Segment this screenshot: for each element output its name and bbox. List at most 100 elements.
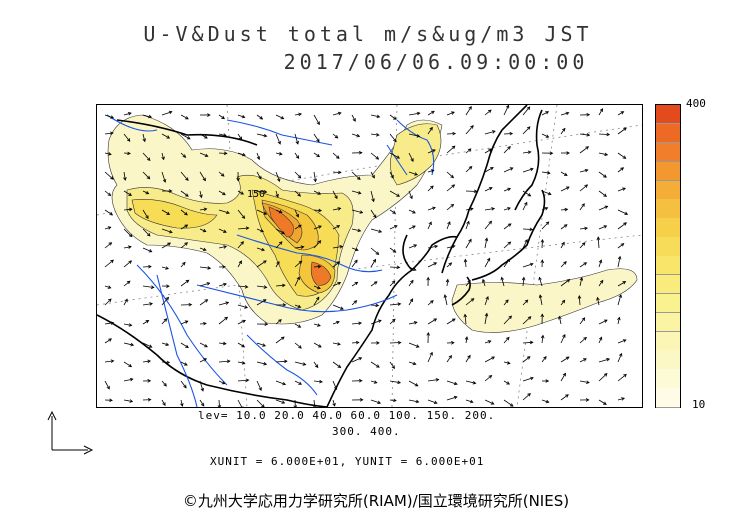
wind-arrow [332,399,336,407]
wind-arrowhead [352,118,356,122]
wind-arrowhead [545,111,550,115]
wind-arrow [218,133,227,136]
wind-arrow [351,342,359,344]
wind-arrowhead [332,402,336,407]
wind-arrowhead [622,155,627,159]
wind-arrow [275,209,283,213]
contour-label-150: 150 [247,189,265,200]
wind-arrow [465,106,472,116]
wind-arrowhead [202,228,207,233]
wind-arrow [598,259,602,268]
wind-arrowhead [298,381,303,385]
colorbar-band [656,142,680,163]
wind-arrow [560,279,570,287]
wind-arrowhead [223,151,228,156]
wind-arrow [427,399,438,404]
wind-arrowhead [451,111,455,115]
wind-arrow [351,114,356,122]
wind-arrowhead [318,225,322,229]
wind-arrow [123,361,132,368]
wind-arrowhead [316,138,320,143]
wind-arrow [484,238,488,249]
wind-arrowhead [396,265,401,270]
wind-arrow [332,152,340,159]
wind-arrowhead [430,185,434,190]
wind-arrowhead [377,319,382,323]
wind-arrow [104,171,114,180]
wind-arrowhead [166,284,170,288]
wind-arrow [484,130,496,135]
wind-arrow [351,171,361,180]
wind-arrow [256,399,265,407]
wind-arrow [389,266,400,268]
wind-arrow [370,399,381,404]
wind-arrow [104,322,114,325]
wind-arrow [503,241,511,249]
wind-arrow [446,111,455,116]
wind-arrowhead [603,193,607,197]
wind-arrow [389,318,396,325]
wind-arrowhead [524,201,528,206]
wind-arrowhead [375,251,380,255]
wind-arrowhead [186,136,191,140]
wind-arrow [408,244,417,249]
wind-arrowhead [585,398,590,402]
wind-arrowhead [443,294,448,299]
wind-arrowhead [109,398,113,402]
wind-arrowhead [128,207,133,212]
wind-arrow [332,304,344,310]
wind-arrow [294,260,302,268]
wind-arrowhead [146,175,151,180]
colorbar-band [656,331,680,351]
wind-arrow [446,171,454,178]
wind-arrowhead [432,149,436,153]
wind-arrowhead [409,195,413,200]
wind-arrowhead [340,306,344,310]
wind-arrowhead [506,361,511,365]
wind-arrowhead [618,294,622,298]
wind-arrow [104,132,114,135]
wind-arrow [332,190,338,199]
wind-arrowhead [314,364,319,369]
wind-arrow [408,342,420,348]
wind-arrowhead [148,344,153,348]
wind-arrow [237,241,244,249]
wind-arrowhead [313,178,317,183]
wind-arrowhead [376,364,380,368]
wind-arrowhead [448,262,453,266]
wind-arrow [370,304,379,306]
wind-arrowhead [545,399,550,404]
wind-arrowhead [396,193,401,197]
wind-arrowhead [302,362,307,366]
wind-arrow [180,262,186,268]
wind-arrow [446,221,451,230]
wind-arrowhead [357,228,362,233]
wind-arrow [579,169,588,173]
wind-arrowhead [581,203,585,207]
wind-arrowhead [584,226,589,231]
wind-arrowhead [482,278,486,283]
wind-arrow [256,133,267,137]
wind-arrowhead [472,380,477,385]
wind-arrow [142,285,154,288]
wind-arrow [180,224,188,230]
wind-arrow [446,204,454,211]
wind-arrowhead [524,239,528,243]
wind-arrowhead [564,207,569,212]
wind-arrow [142,114,152,118]
wind-arrow [313,399,316,407]
wind-arrow [522,316,532,325]
wind-arrow [237,260,242,268]
wind-arrow [313,342,322,348]
wind-arrow [598,108,603,116]
wind-arrowhead [357,191,362,195]
wind-arrowhead [223,229,227,233]
wind-arrow [294,276,300,287]
wind-arrowhead [377,400,382,405]
wind-arrow [218,171,225,177]
wind-arrow [332,225,340,230]
wind-arrow [237,379,249,382]
wind-arrowhead [545,379,550,383]
wind-arrowhead [538,276,542,281]
wind-arrow [180,342,189,348]
